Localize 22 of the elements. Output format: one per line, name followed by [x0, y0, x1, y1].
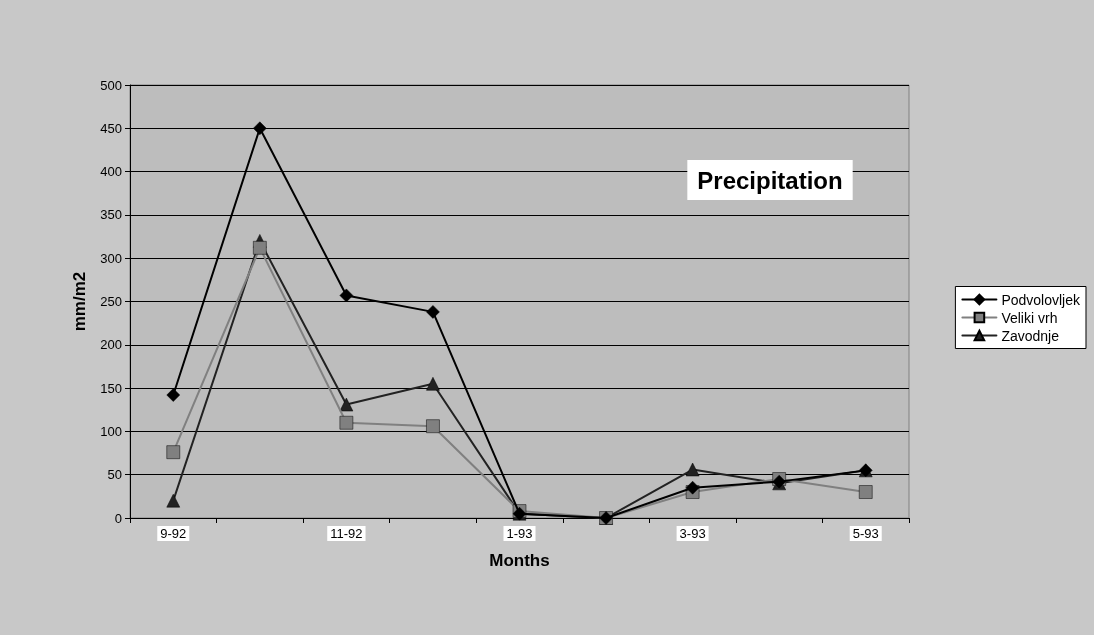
y-tick-label: 450 — [100, 120, 122, 136]
y-tick-label: 300 — [100, 250, 122, 266]
x-tick-label: 9-92 — [160, 526, 187, 541]
y-tick-label: 500 — [100, 77, 122, 93]
y-tick-label: 250 — [100, 294, 122, 309]
legend-label: Podvolovljek — [1001, 291, 1081, 308]
y-tick-label: 400 — [100, 164, 122, 180]
x-tick-label: 11-92 — [330, 526, 363, 541]
text: Precipitation — [697, 166, 843, 194]
x-tick-label: 5-93 — [852, 526, 879, 541]
legend-label: Zavodnje — [1001, 327, 1060, 344]
y-tick-label: 50 — [107, 467, 122, 483]
x-tick-label: 1-93 — [506, 526, 533, 541]
legend-label: Veliki vrh — [1001, 309, 1058, 326]
x-axis-title: Months — [489, 551, 550, 570]
y-tick-label: 150 — [100, 380, 122, 396]
x-tick-label: 3-93 — [679, 526, 706, 541]
y-tick-label: 0 — [114, 510, 122, 526]
y-axis-title: mm/m2 — [70, 271, 89, 332]
y-tick-label: 100 — [100, 423, 122, 439]
y-tick-label: 350 — [100, 207, 122, 223]
y-tick-label: 200 — [100, 337, 122, 353]
